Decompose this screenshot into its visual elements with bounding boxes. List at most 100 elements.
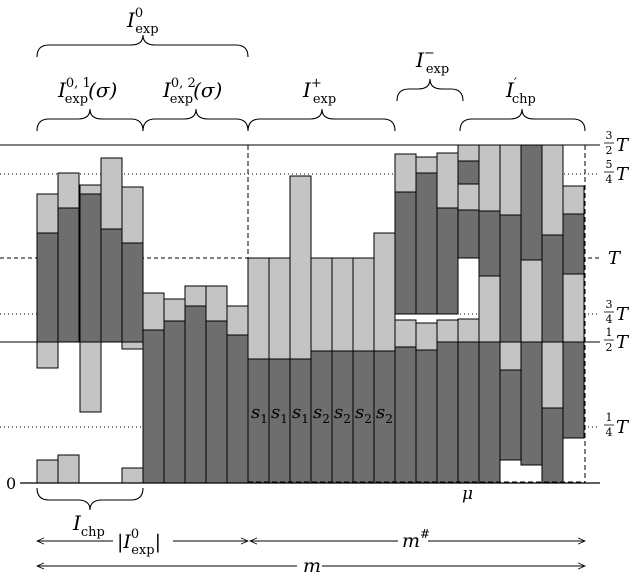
job-segment-dark [457, 341, 480, 484]
machine-label: s2 [376, 402, 393, 426]
job-segment-dark [562, 341, 585, 439]
job-segment-dark [121, 242, 144, 343]
brace-i-exp01 [36, 108, 144, 132]
brace-i-chp-prime [459, 108, 586, 132]
svg-text:5: 5 [606, 158, 613, 171]
job-segment-light [499, 144, 522, 216]
job-segment-light [415, 156, 438, 174]
machine-label: s2 [313, 402, 330, 426]
job-segment-light [394, 153, 417, 193]
job-segment-dark [436, 207, 459, 315]
job-segment-light [79, 184, 102, 195]
brace-i-exp0 [36, 34, 249, 58]
measure-m: m [303, 555, 321, 577]
job-segment-light [142, 292, 165, 331]
level-label-three-quarters: 3 4 T [604, 298, 630, 326]
label-i-exp-minus: I− exp [415, 46, 449, 77]
job-segment-light [457, 144, 480, 162]
job-segment-light [541, 144, 564, 236]
job-segment-dark [36, 232, 59, 343]
level-label-zero: 0 [6, 474, 16, 493]
job-segment-dark [457, 160, 480, 185]
job-segment-light [57, 454, 80, 484]
job-segment-light [562, 273, 585, 343]
machine-labels: s1 s1 s1 s2 s2 s2 s2 [251, 402, 393, 426]
svg-text:T: T [616, 304, 630, 325]
svg-text:2: 2 [606, 144, 613, 157]
svg-text:T: T [616, 417, 630, 438]
job-segment-dark [562, 213, 585, 275]
job-segment-dark [520, 144, 543, 261]
svg-text:4: 4 [606, 173, 613, 186]
job-segment-light [121, 467, 144, 484]
svg-text:2: 2 [606, 341, 613, 354]
level-label-one-half: 1 2 T [604, 326, 630, 354]
label-i-exp02: I0, 2 exp(σ) [162, 76, 222, 107]
label-i-exp-plus: I+ exp [302, 76, 336, 107]
job-segment-dark [205, 320, 228, 484]
job-segment-light [394, 319, 417, 348]
job-segment-light [268, 257, 291, 360]
job-segment-dark [457, 209, 480, 259]
svg-text:3: 3 [606, 129, 613, 142]
job-segment-light [310, 257, 333, 352]
job-segment-dark [394, 346, 417, 484]
job-segment-dark [394, 191, 417, 315]
machine-label: s2 [334, 402, 351, 426]
brace-i-exp02 [142, 108, 249, 132]
job-segment-dark [142, 329, 165, 484]
job-segment-light [562, 185, 585, 215]
machine-label: s1 [251, 402, 268, 426]
job-segment-light [205, 285, 228, 322]
job-segment-dark [163, 320, 186, 484]
label-i-exp0: I0 exp [126, 6, 159, 37]
job-segment-light [352, 257, 375, 352]
svg-text:4: 4 [606, 426, 613, 439]
job-segment-light [226, 305, 249, 336]
job-segment-dark [415, 172, 438, 315]
job-segment-light [331, 257, 354, 352]
level-label-five-quarters: 5 4 T [604, 158, 630, 186]
label-i-chp-prime: I′ chp [505, 76, 536, 107]
job-segment-light [436, 319, 459, 343]
svg-text:T: T [616, 332, 630, 353]
job-segment-dark [478, 341, 501, 484]
job-segment-dark [415, 349, 438, 484]
job-segment-dark [100, 228, 123, 343]
job-segment-dark [499, 214, 522, 343]
job-segment-dark [520, 341, 543, 466]
job-segment-light [289, 175, 312, 360]
job-segment-dark [541, 234, 564, 343]
level-labels: 3 2 T 5 4 T T 3 4 T 1 2 T 1 4 T [6, 129, 630, 493]
level-label-three-halves: 3 2 T [604, 129, 630, 157]
svg-text:T: T [616, 164, 630, 185]
job-segment-light [184, 285, 207, 307]
svg-text:3: 3 [606, 298, 613, 311]
measure-m-sharp: m# [402, 527, 430, 552]
brace-i-exp-minus [396, 78, 464, 102]
job-segment-light [121, 341, 144, 350]
job-segment-light [436, 152, 459, 209]
job-segment-dark [541, 407, 564, 484]
job-segment-dark [184, 305, 207, 484]
job-segment-light [415, 322, 438, 351]
svg-text:1: 1 [606, 326, 613, 339]
job-segment-light [36, 341, 59, 369]
job-segment-light [478, 275, 501, 343]
job-segment-light [100, 157, 123, 230]
job-segment-light [36, 193, 59, 234]
job-segment-dark [499, 369, 522, 461]
machine-label: s1 [292, 402, 309, 426]
job-segment-dark [79, 193, 102, 343]
job-segment-light [79, 341, 102, 413]
level-label-one-quarter: 1 4 T [604, 411, 630, 439]
svg-text:T: T [616, 135, 630, 156]
job-segment-light [499, 341, 522, 371]
job-segment-light [373, 232, 396, 352]
job-segment-dark [226, 334, 249, 484]
job-segment-light [163, 298, 186, 322]
label-i-exp01: I0, 1 exp(σ) [57, 76, 117, 107]
job-segment-light [478, 144, 501, 212]
job-segment-light [57, 172, 80, 209]
